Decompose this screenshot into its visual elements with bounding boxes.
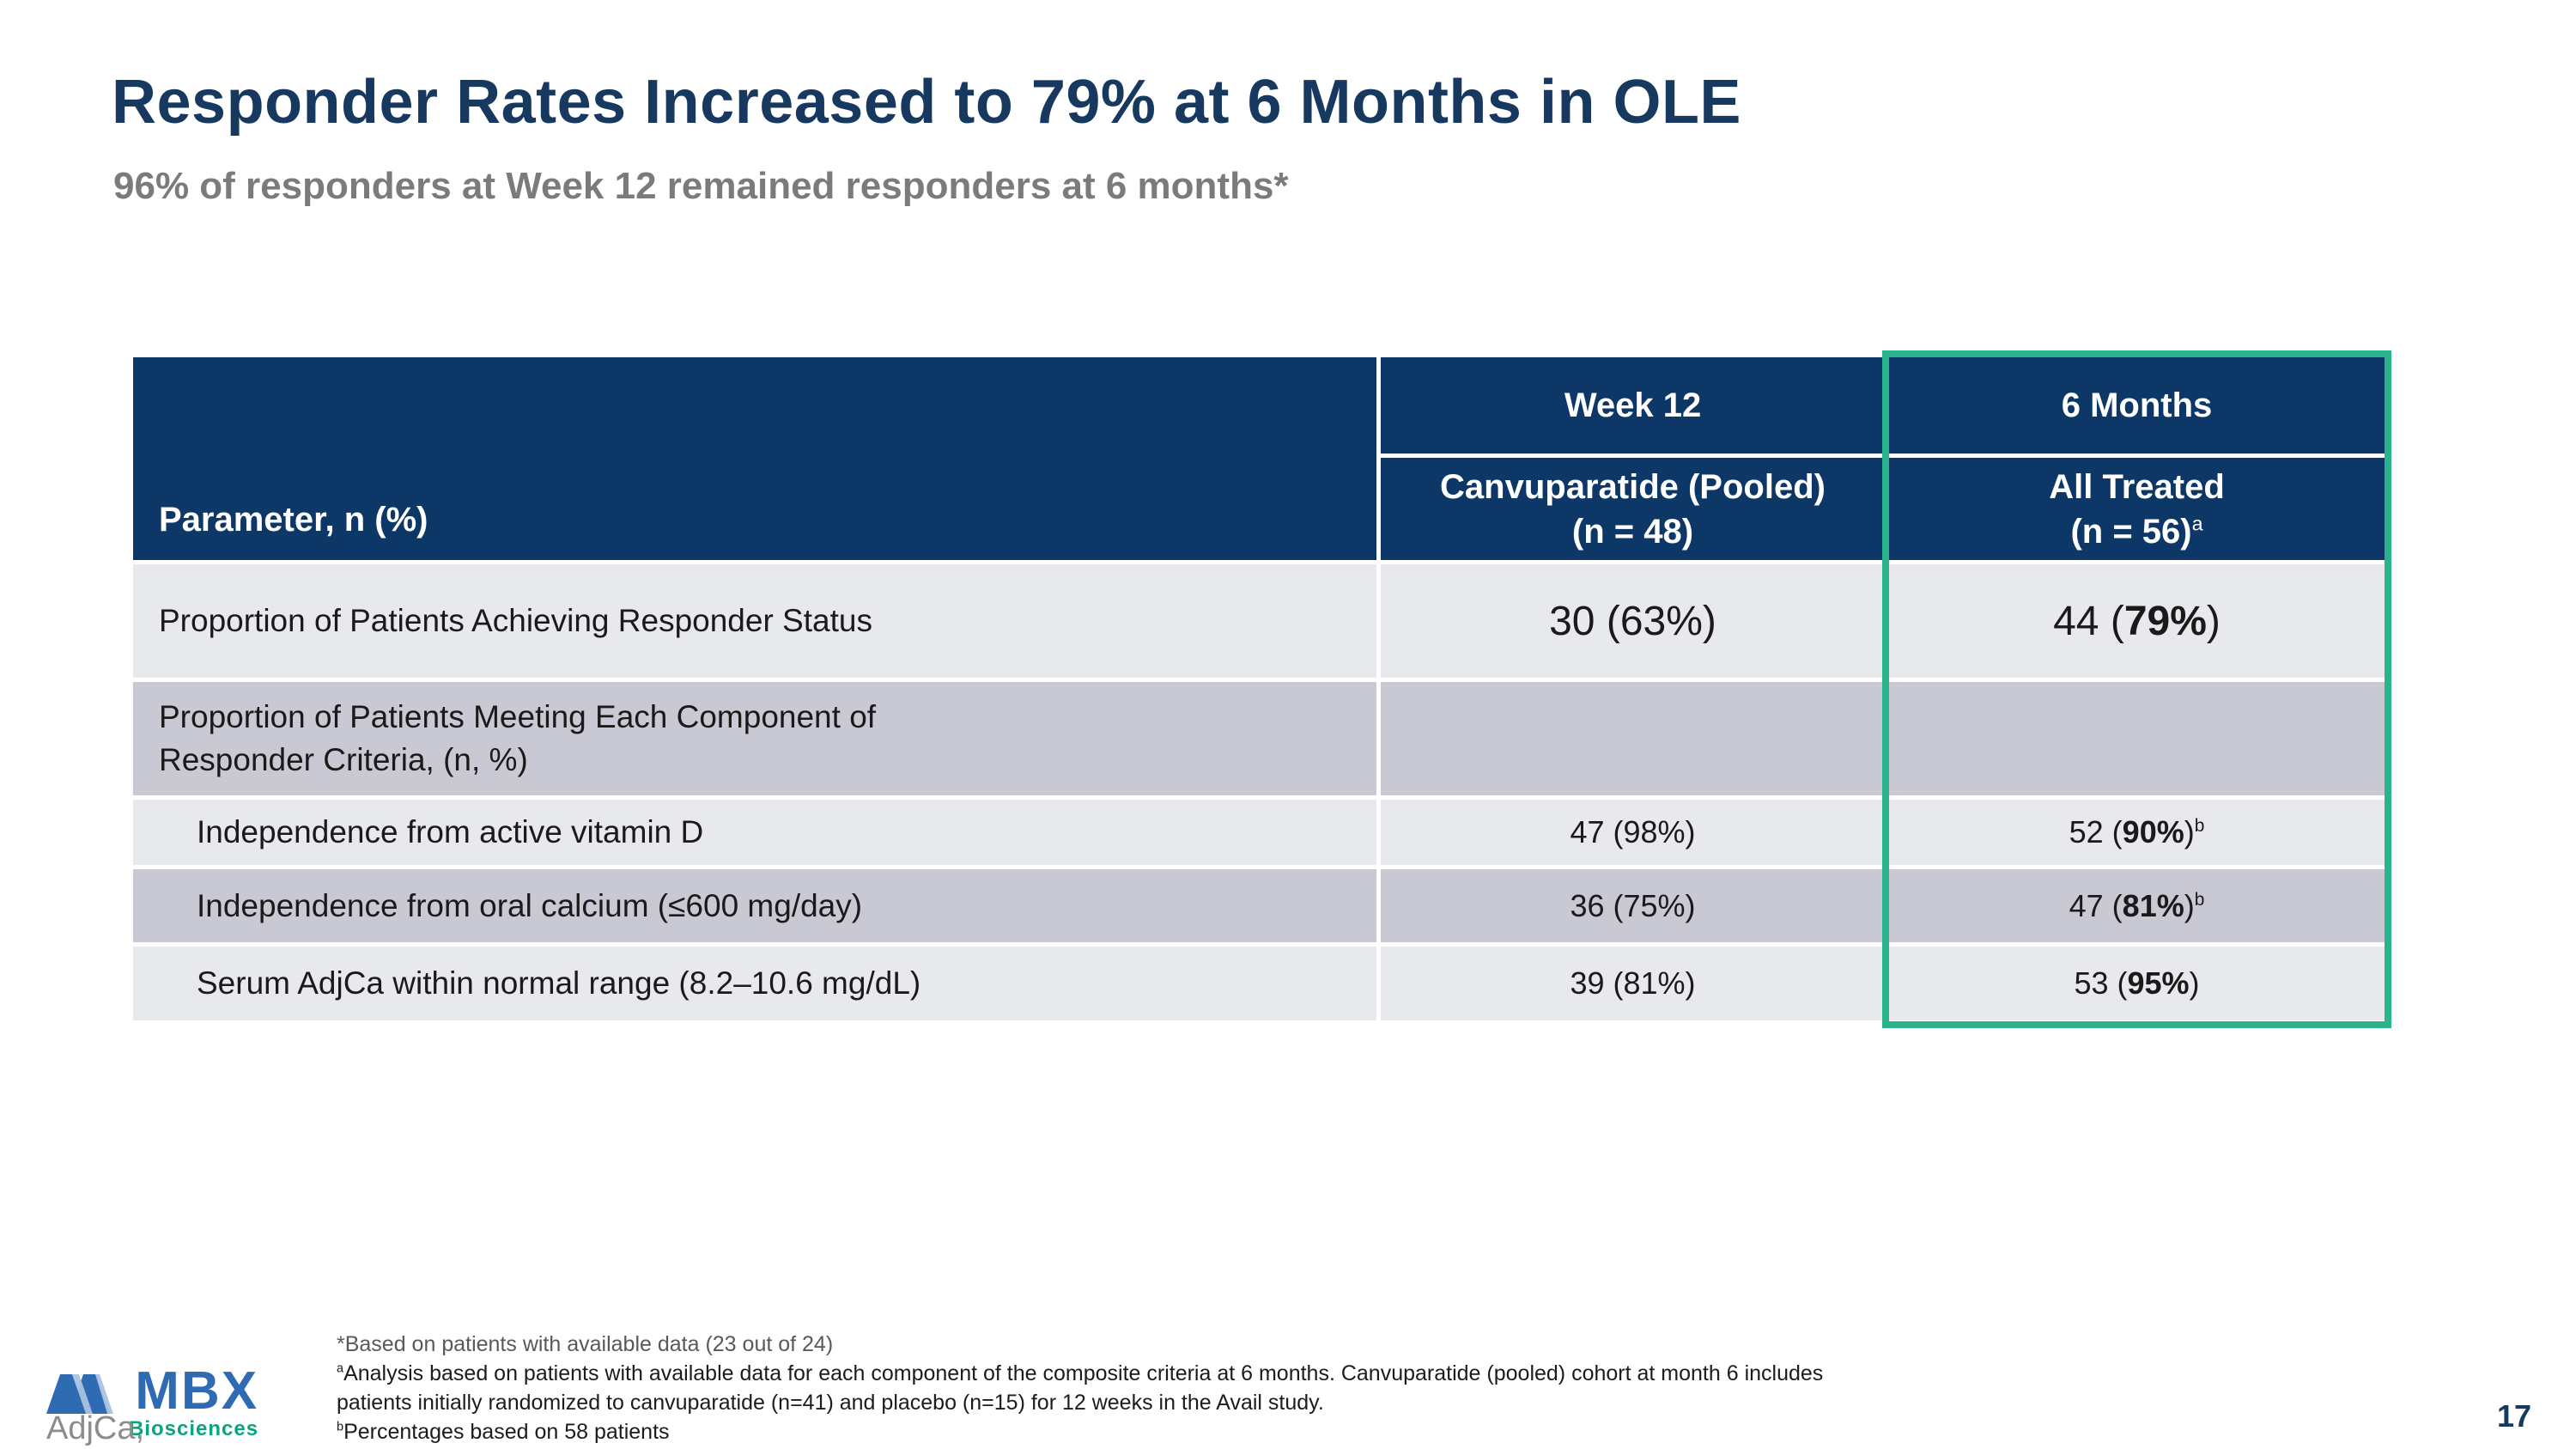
value-bold-percent: 95%	[2127, 965, 2190, 1001]
footnote-b: bPercentages based on 58 patients	[337, 1417, 1823, 1446]
value-prefix: 53 (	[2074, 965, 2128, 1001]
table-row-label-serum-adjca: Serum AdjCa within normal range (8.2–10.…	[133, 947, 1376, 1020]
adjca-partial-text: AdjCa,	[46, 1410, 145, 1446]
week12-cohort-header: Canvuparatide (Pooled) (n = 48)	[1381, 458, 1885, 560]
page-number: 17	[2496, 1398, 2531, 1434]
row-label-text: Serum AdjCa within normal range (8.2–10.…	[197, 965, 921, 1002]
footnote-a-line1: aAnalysis based on patients with availab…	[337, 1359, 1823, 1388]
week12-value-oral-calcium: 36 (75%)	[1381, 869, 1885, 942]
footnote-b-text: Percentages based on 58 patients	[343, 1420, 670, 1444]
param-header-label: Parameter, n (%)	[159, 501, 428, 539]
value-text: 53 (95%)	[2074, 965, 2199, 1002]
footnote-a-line2: patients initially randomized to canvupa…	[337, 1391, 1324, 1415]
six-months-value-serum-adjca: 53 (95%)	[1889, 947, 2385, 1020]
six-months-cohort-n: (n = 56)	[2070, 512, 2192, 551]
six-months-period-label: 6 Months	[2061, 387, 2213, 424]
week12-value-vitamin-d: 47 (98%)	[1381, 800, 1885, 865]
six-months-cohort-header: All Treated (n = 56)a	[1889, 458, 2385, 560]
six-months-value-vitamin-d: 52 (90%)b	[1889, 800, 2385, 865]
value-text: 47 (98%)	[1570, 814, 1696, 849]
value-footnote-marker: b	[2194, 889, 2205, 910]
week12-value-responder-status: 30 (63%)	[1381, 564, 1885, 678]
week12-period-header: Week 12	[1381, 357, 1885, 454]
mbx-logo-icon	[46, 1374, 113, 1414]
value-text: 39 (81%)	[1570, 965, 1696, 1001]
responder-rates-table: Parameter, n (%) Week 12 6 Months Canvup…	[133, 357, 2385, 1020]
value-suffix: )	[2184, 814, 2195, 849]
value-bold-percent: 79%	[2123, 598, 2207, 644]
value-text: 47 (81%)b	[2069, 888, 2205, 924]
footnotes: *Based on patients with available data (…	[337, 1330, 1823, 1446]
param-header-cell: Parameter, n (%)	[133, 357, 1376, 560]
footnote-a-marker: a	[337, 1361, 344, 1376]
page-subtitle: 96% of responders at Week 12 remained re…	[113, 165, 1289, 207]
mbx-logo-biosciences: Biosciences	[129, 1417, 259, 1440]
row-label-line2: Responder Criteria, (n, %)	[159, 742, 528, 777]
mbx-logo-wordmark: MBX	[135, 1361, 259, 1421]
table-row-label-responder-status: Proportion of Patients Achieving Respond…	[133, 564, 1376, 678]
footnote-b-marker: b	[337, 1420, 344, 1434]
value-suffix: )	[2206, 598, 2221, 644]
footnote-star: *Based on patients with available data (…	[337, 1332, 834, 1356]
six-months-cohort-line2: (n = 56)a	[2070, 509, 2202, 554]
six-months-value-responder-status: 44 (79%)	[1889, 564, 2385, 678]
row-label-line1: Proportion of Patients Meeting Each Comp…	[159, 699, 877, 735]
week12-cohort-line2: (n = 48)	[1571, 512, 1694, 551]
value-text: 44 (79%)	[2053, 598, 2221, 645]
table-row-label-components-section: Proportion of Patients Meeting Each Comp…	[133, 682, 1376, 795]
mbx-logo-text: MBX Biosciences	[129, 1361, 259, 1441]
value-prefix: 47 (	[2069, 887, 2123, 923]
row-label-text: Independence from active vitamin D	[197, 814, 704, 850]
six-months-period-header: 6 Months	[1889, 357, 2385, 454]
footnote-a-text1: Analysis based on patients with availabl…	[343, 1361, 1824, 1385]
row-label-text: Independence from oral calcium (≤600 mg/…	[197, 887, 863, 923]
six-months-value-components-section-empty	[1889, 682, 2385, 795]
table-row-label-oral-calcium: Independence from oral calcium (≤600 mg/…	[133, 869, 1376, 942]
value-prefix: 52 (	[2069, 814, 2123, 849]
six-months-value-oral-calcium: 47 (81%)b	[1889, 869, 2385, 942]
value-suffix: )	[2184, 887, 2195, 923]
value-text: 36 (75%)	[1570, 887, 1696, 923]
value-prefix: 44 (	[2053, 598, 2124, 644]
value-suffix: )	[2189, 965, 2200, 1001]
week12-value-components-section-empty	[1381, 682, 1885, 795]
mbx-logo: MBX Biosciences	[45, 1361, 259, 1441]
value-footnote-marker: b	[2194, 816, 2205, 836]
row-label-text: Proportion of Patients Achieving Respond…	[159, 603, 872, 639]
week12-cohort-line1: Canvuparatide (Pooled)	[1440, 467, 1826, 506]
value-bold-percent: 90%	[2122, 814, 2184, 849]
table-row-label-vitamin-d: Independence from active vitamin D	[133, 800, 1376, 865]
value-bold-percent: 81%	[2122, 887, 2184, 923]
six-months-cohort-line1: All Treated	[2049, 467, 2225, 506]
week12-value-serum-adjca: 39 (81%)	[1381, 947, 1885, 1020]
six-months-cohort-footnote-marker: a	[2191, 512, 2203, 535]
page-title: Responder Rates Increased to 79% at 6 Mo…	[112, 68, 1741, 137]
week12-period-label: Week 12	[1564, 387, 1702, 424]
value-text: 30 (63%)	[1549, 598, 1716, 644]
value-text: 52 (90%)b	[2069, 814, 2205, 850]
